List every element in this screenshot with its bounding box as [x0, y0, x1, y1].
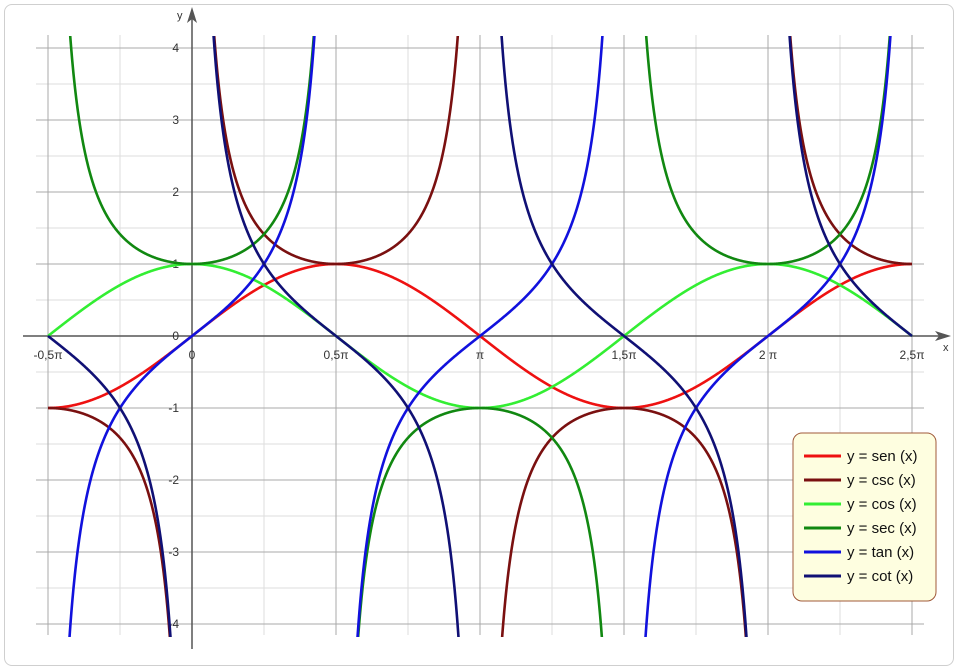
x-tick-label: π — [476, 348, 484, 362]
y-tick-label: 0 — [172, 329, 179, 343]
x-axis-label: x — [943, 342, 949, 354]
legend-label-sin: y = sen (x) — [847, 448, 917, 465]
x-tick-label: 2 π — [759, 348, 777, 362]
y-tick-label: -1 — [168, 401, 179, 415]
legend: y = sen (x) y = csc (x) y = cos (x) y = sec… — [792, 432, 937, 602]
x-tick-label: 1,5π — [612, 348, 637, 362]
y-axis-arrow — [187, 7, 197, 23]
chart-frame: x y -0,5π 0 0,5π π 1,5π 2 π 2,5π -4 -3 -2 -1 0 1 2 3 4 … — [4, 4, 954, 666]
y-tick-label: -4 — [168, 617, 179, 631]
series-line-cot — [46, 36, 914, 637]
legend-label-cos: y = cos (x) — [847, 496, 917, 513]
y-tick-label: 3 — [172, 113, 179, 127]
curves — [46, 36, 914, 637]
x-axis-arrow — [935, 331, 951, 341]
y-tick-label: -2 — [168, 473, 179, 487]
y-tick-label: 2 — [172, 185, 179, 199]
x-tick-label: -0,5π — [34, 348, 63, 362]
legend-label-tan: y = tan (x) — [847, 544, 914, 561]
y-tick-label: -3 — [168, 545, 179, 559]
series-line-sec — [68, 36, 892, 637]
y-tick-label: 4 — [172, 41, 179, 55]
x-tick-label: 2,5π — [900, 348, 925, 362]
legend-box — [792, 432, 937, 602]
trig-functions-chart: x y -0,5π 0 0,5π π 1,5π 2 π 2,5π-4-3-2-101234 … — [23, 7, 951, 649]
series-line-tan — [68, 36, 892, 637]
legend-label-cot: y = cot (x) — [847, 568, 913, 585]
x-tick-label: 0,5π — [324, 348, 349, 362]
legend-label-csc: y = csc (x) — [847, 472, 916, 489]
x-tick-label: 0 — [189, 348, 196, 362]
y-axis-label: y — [177, 10, 183, 22]
legend-label-sec: y = sec (x) — [847, 520, 917, 537]
